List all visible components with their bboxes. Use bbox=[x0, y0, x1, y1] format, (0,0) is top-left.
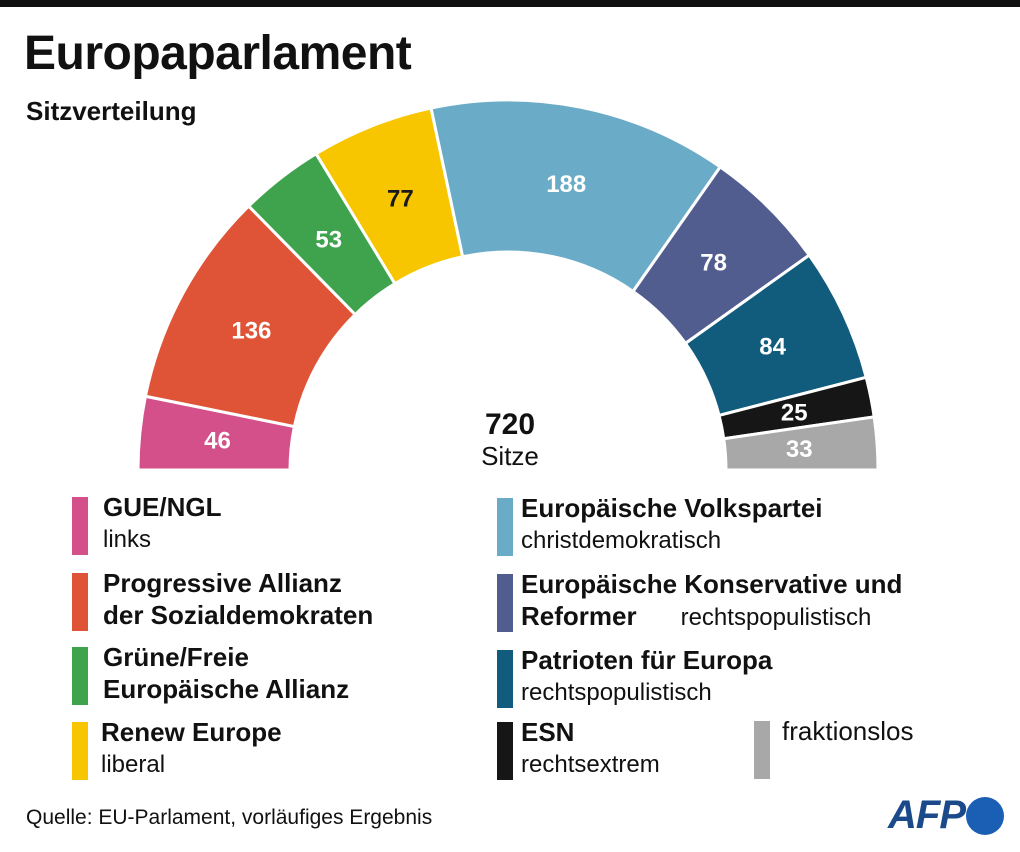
seat-label-4: 77 bbox=[387, 186, 414, 213]
legend-description: rechtspopulistisch bbox=[680, 604, 872, 631]
legend-swatch bbox=[497, 722, 513, 780]
total-seats-value: 720 bbox=[485, 408, 535, 441]
legend-description: rechtsextrem bbox=[521, 751, 660, 778]
legend-name-line2: Reformer bbox=[521, 601, 637, 631]
legend-name: ESN bbox=[521, 717, 575, 747]
legend-name: Europäische Volkspartei bbox=[521, 493, 823, 523]
legend-name: fraktionslos bbox=[782, 716, 914, 746]
seat-label-9: 33 bbox=[786, 436, 813, 463]
legend-swatch bbox=[72, 647, 88, 705]
legend-name: GUE/NGL bbox=[103, 492, 222, 522]
legend-swatch bbox=[72, 573, 88, 631]
legend-swatch bbox=[497, 574, 513, 632]
legend-name-line2: der Sozialdemokraten bbox=[103, 600, 374, 630]
legend-description: christdemokratisch bbox=[521, 527, 722, 554]
legend-swatch bbox=[72, 497, 88, 555]
legend-name: Renew Europe bbox=[101, 717, 282, 747]
seat-label-5: 188 bbox=[546, 171, 586, 198]
legend-description: liberal bbox=[101, 751, 166, 778]
afp-logo-dot-icon bbox=[966, 797, 1004, 835]
legend-swatch bbox=[497, 498, 513, 556]
afp-logo: AFP bbox=[888, 793, 1008, 837]
legend-name-line1: Progressive Allianz bbox=[103, 568, 342, 598]
legend-name-line2-row: Reformer rechtspopulistisch bbox=[521, 600, 871, 634]
legend-name: Patrioten für Europa bbox=[521, 645, 773, 675]
seat-label-3: 53 bbox=[315, 227, 342, 254]
legend-swatch bbox=[72, 722, 88, 780]
source-note: Quelle: EU-Parlament, vorläufiges Ergebn… bbox=[26, 806, 433, 829]
legend-swatch bbox=[754, 721, 770, 779]
seat-segment-9 bbox=[722, 415, 880, 472]
total-seats-unit: Sitze bbox=[481, 441, 539, 471]
legend-name-line1: Europäische Konservative und bbox=[521, 569, 903, 599]
afp-logo-text: AFP bbox=[888, 793, 966, 837]
seat-label-6: 78 bbox=[700, 250, 727, 277]
hemicycle-chart: 46 136 53 77 188 78 84 25 33 720 Sitze bbox=[136, 98, 880, 472]
seat-label-7: 84 bbox=[759, 334, 786, 361]
legend-name-line2: Europäische Allianz bbox=[103, 674, 350, 704]
legend-description: rechtspopulistisch bbox=[521, 679, 712, 706]
chart-title: Europaparlament bbox=[24, 27, 412, 80]
legend-name-line1: Grüne/Freie bbox=[103, 642, 249, 672]
seat-label-8: 25 bbox=[781, 399, 808, 426]
seat-label-2: 136 bbox=[231, 318, 271, 345]
legend-swatch bbox=[497, 650, 513, 708]
chart-subtitle: Sitzverteilung bbox=[26, 96, 197, 126]
legend-description: links bbox=[103, 526, 152, 553]
top-rule bbox=[0, 0, 1020, 7]
seat-label-1: 46 bbox=[204, 428, 231, 455]
